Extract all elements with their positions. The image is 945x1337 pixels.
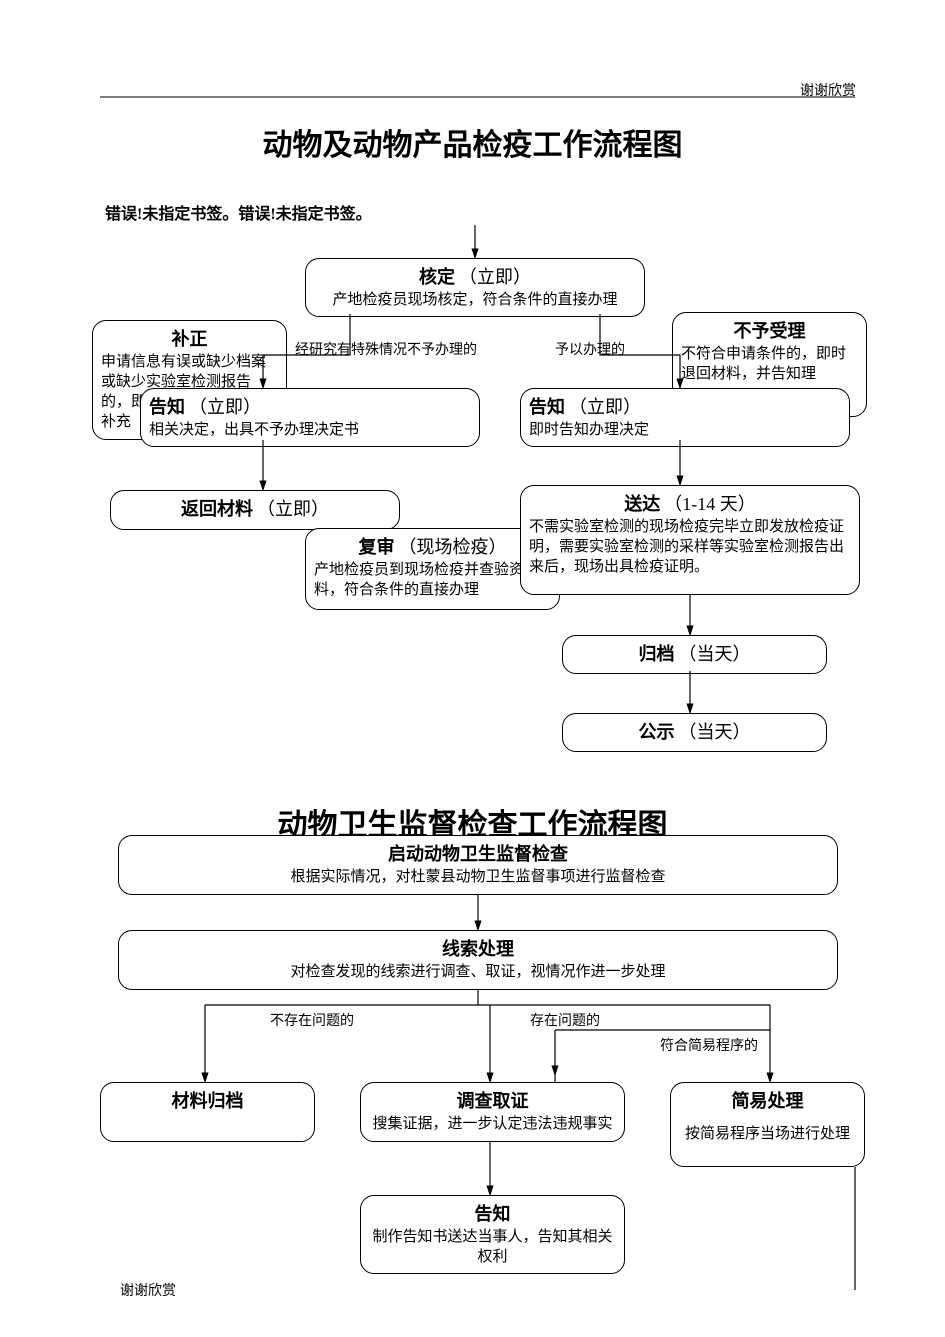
node-xiansuo: 线索处理 对检查发现的线索进行调查、取证，视情况作进一步处理 [118, 930, 838, 990]
label: 告知 [529, 397, 565, 417]
label: 材料归档 [172, 1091, 244, 1111]
edge-label-left: 经研究有特殊情况不予办理的 [295, 339, 477, 359]
node-gaozhi-right: 告知 （立即） 即时告知办理决定 [520, 388, 850, 447]
body: 对检查发现的线索进行调查、取证，视情况作进一步处理 [127, 962, 829, 982]
node-gongshi: 公示 （当天） [562, 713, 827, 752]
paren: （立即） [459, 267, 531, 287]
label: 归档 [639, 644, 675, 664]
label: 简易处理 [732, 1091, 804, 1111]
paren: （当天） [679, 722, 751, 742]
edge-label-issue: 存在问题的 [530, 1010, 600, 1030]
footer-left: 谢谢欣赏 [120, 1280, 176, 1300]
node-fanhuicailiao: 返回材料 （立即） [110, 490, 400, 530]
edge-label-simple: 符合简易程序的 [660, 1035, 758, 1055]
body: 根据实际情况，对杜蒙县动物卫生监督事项进行监督检查 [127, 867, 829, 887]
paren: （当天） [679, 644, 751, 664]
body: 相关决定，出具不予办理决定书 [149, 420, 471, 440]
node-jianyi: 简易处理 按简易程序当场进行处理 [670, 1082, 865, 1167]
node-gaozhi-left: 告知 （立即） 相关决定，出具不予办理决定书 [140, 388, 480, 447]
node-qidong: 启动动物卫生监督检查 根据实际情况，对杜蒙县动物卫生监督事项进行监督检查 [118, 835, 838, 895]
paren: （立即） [257, 499, 329, 519]
body: 产地检疫员到现场检疫并查验资料，符合条件的直接办理 [314, 560, 551, 601]
edge-label-right: 予以办理的 [555, 339, 625, 359]
label: 补正 [172, 329, 208, 349]
body: 按简易程序当场进行处理 [679, 1124, 856, 1144]
label: 公示 [639, 722, 675, 742]
node-cailiaoguidang: 材料归档 [100, 1082, 315, 1142]
error-text: 错误!未指定书签。错误!未指定书签。 [105, 200, 372, 224]
body: 搜集证据，进一步认定违法违规事实 [369, 1114, 616, 1134]
node-guidang: 归档 （当天） [562, 635, 827, 674]
paren: （立即） [569, 397, 641, 417]
header-right: 谢谢欣赏 [800, 80, 856, 100]
page: 谢谢欣赏 动物及动物产品检疫工作流程图 错误!未指定书签。错误!未指定书签。 核… [0, 0, 945, 1337]
body: 不符合申请条件的，即时退回材料，并告知理 [681, 344, 858, 385]
label: 启动动物卫生监督检查 [388, 844, 568, 864]
label: 告知 [149, 397, 185, 417]
paren: （现场检疫） [399, 537, 507, 557]
node-songda: 送达 （1-14 天） 不需实验室检测的现场检疫完毕立即发放检疫证明，需要实验室… [520, 485, 860, 595]
body: 即时告知办理决定 [529, 420, 841, 440]
label: 线索处理 [442, 939, 514, 959]
label: 送达 [624, 494, 660, 514]
body: 产地检疫员现场核定，符合条件的直接办理 [314, 290, 636, 310]
node-diaocha: 调查取证 搜集证据，进一步认定违法违规事实 [360, 1082, 625, 1142]
label: 告知 [475, 1204, 511, 1224]
node-gaozhi2: 告知 制作告知书送达当事人，告知其相关权利 [360, 1195, 625, 1274]
body: 制作告知书送达当事人，告知其相关权利 [369, 1227, 616, 1268]
node-heding: 核定 （立即） 产地检疫员现场核定，符合条件的直接办理 [305, 258, 645, 317]
label: 复审 [359, 537, 395, 557]
section1-title: 动物及动物产品检疫工作流程图 [0, 120, 945, 164]
label: 不予受理 [734, 321, 806, 341]
edge-label-noissue: 不存在问题的 [270, 1010, 354, 1030]
label: 调查取证 [457, 1091, 529, 1111]
label: 返回材料 [181, 499, 253, 519]
paren: （1-14 天） [664, 494, 756, 514]
body: 不需实验室检测的现场检疫完毕立即发放检疫证明，需要实验室检测的采样等实验室检测报… [529, 517, 851, 578]
paren: （立即） [189, 397, 261, 417]
label: 核定 [419, 267, 455, 287]
